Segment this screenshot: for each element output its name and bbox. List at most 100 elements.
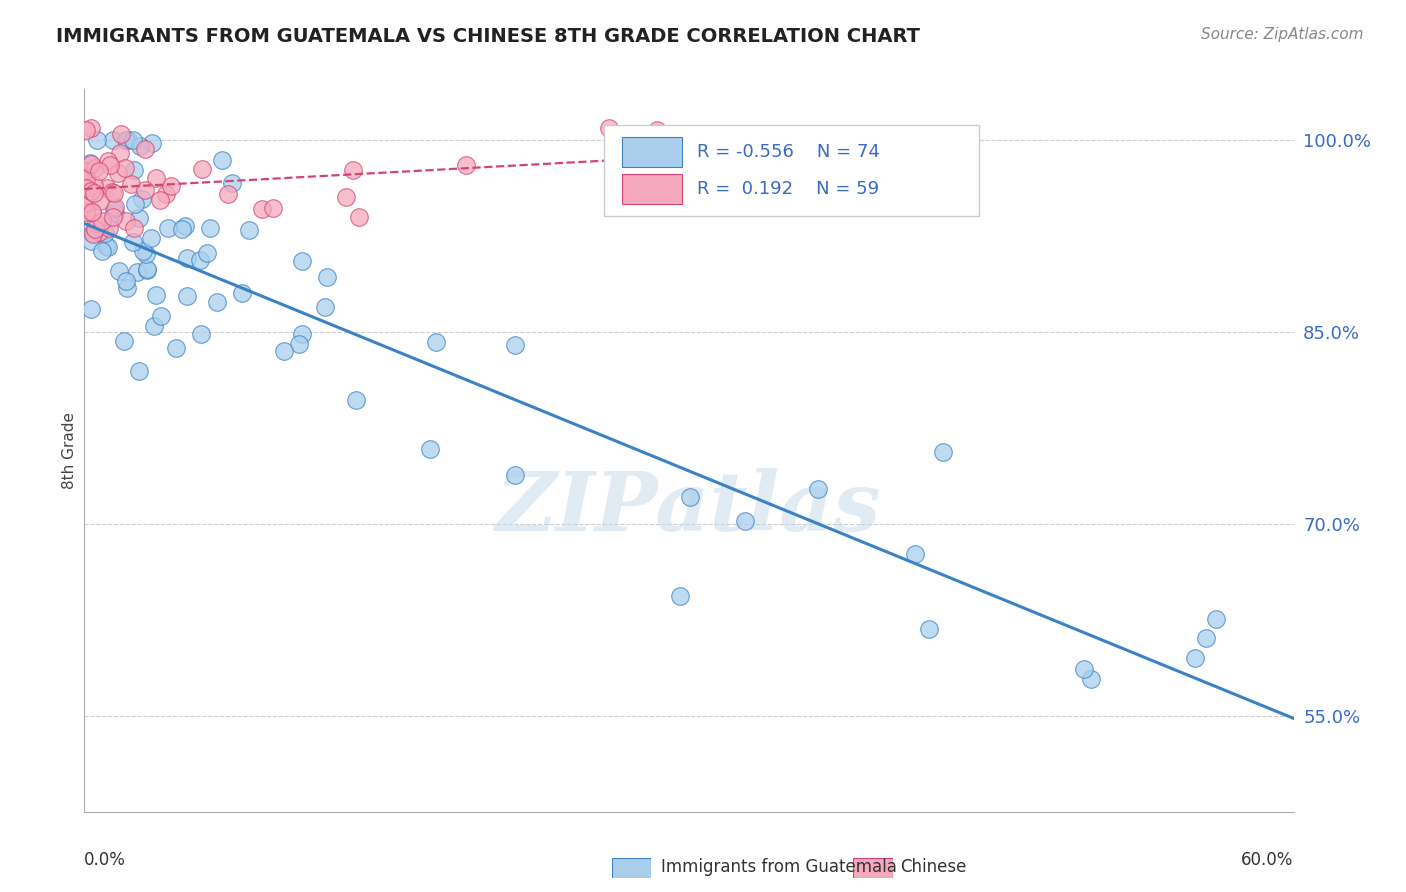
Point [125, 265, 148, 279]
Point [342, 163, 364, 178]
Point [419, 442, 441, 456]
Point [645, 123, 668, 137]
Point [84, 215, 107, 229]
Point [107, 263, 129, 277]
Point [149, 193, 172, 207]
Point [347, 210, 370, 224]
Point [94, 239, 117, 253]
Point [80, 302, 103, 317]
Point [734, 515, 756, 529]
Point [190, 326, 212, 341]
Point [314, 300, 336, 314]
Point [107, 166, 129, 180]
Point [176, 288, 198, 302]
Point [141, 136, 163, 151]
Point [344, 392, 367, 407]
Point [110, 127, 132, 141]
Point [714, 140, 737, 154]
Point [807, 483, 830, 497]
Text: R = -0.556    N = 74: R = -0.556 N = 74 [697, 144, 880, 161]
Point [231, 286, 253, 301]
Point [145, 287, 167, 301]
Point [87, 226, 110, 240]
Point [128, 211, 150, 226]
Point [75, 171, 97, 186]
Point [668, 589, 690, 603]
Point [75, 189, 97, 203]
Text: IMMIGRANTS FROM GUATEMALA VS CHINESE 8TH GRADE CORRELATION CHART: IMMIGRANTS FROM GUATEMALA VS CHINESE 8TH… [56, 27, 921, 45]
Point [787, 129, 810, 144]
Point [136, 262, 159, 277]
Point [114, 161, 136, 175]
Point [75, 122, 97, 136]
Point [86, 133, 108, 147]
Point [1205, 612, 1227, 626]
FancyBboxPatch shape [605, 126, 979, 216]
Point [132, 244, 155, 259]
Point [82, 205, 104, 219]
Point [191, 161, 214, 176]
Point [170, 222, 193, 236]
Point [221, 176, 243, 190]
Point [188, 252, 211, 267]
Point [83, 178, 105, 192]
Point [98, 220, 121, 235]
Point [903, 547, 925, 561]
Point [120, 177, 142, 191]
Point [678, 490, 700, 504]
Point [103, 186, 125, 200]
Point [425, 334, 447, 349]
Point [115, 281, 138, 295]
Point [79, 234, 101, 248]
Text: 60.0%: 60.0% [1241, 852, 1294, 870]
Point [124, 197, 146, 211]
Point [79, 156, 101, 170]
Point [195, 245, 218, 260]
Text: R =  0.192    N = 59: R = 0.192 N = 59 [697, 180, 880, 198]
Point [101, 185, 124, 199]
Point [155, 186, 177, 201]
Point [104, 205, 127, 219]
Point [80, 157, 103, 171]
Point [101, 133, 124, 147]
Point [80, 120, 103, 135]
Point [75, 180, 97, 194]
Point [84, 221, 107, 235]
Point [103, 202, 125, 216]
Point [709, 145, 731, 160]
Point [200, 221, 222, 235]
Point [211, 153, 233, 168]
Point [250, 202, 273, 217]
Point [598, 120, 620, 135]
Point [80, 227, 103, 241]
Text: Source: ZipAtlas.com: Source: ZipAtlas.com [1201, 27, 1364, 42]
Text: Chinese: Chinese [900, 858, 966, 876]
Point [145, 171, 167, 186]
Point [82, 227, 104, 242]
FancyBboxPatch shape [623, 137, 682, 167]
Text: ZIPatlas: ZIPatlas [496, 468, 882, 549]
Point [124, 220, 146, 235]
Point [129, 139, 152, 153]
Point [96, 181, 118, 195]
Point [115, 274, 138, 288]
Point [503, 338, 526, 352]
Point [273, 343, 295, 358]
Point [160, 178, 183, 193]
Point [75, 165, 97, 179]
Point [918, 622, 941, 636]
Point [176, 251, 198, 265]
Point [335, 190, 357, 204]
Point [932, 445, 955, 459]
Point [79, 184, 101, 198]
Point [75, 205, 97, 219]
Point [80, 184, 103, 198]
Point [205, 294, 228, 309]
Point [1073, 662, 1095, 676]
Point [83, 161, 105, 175]
Point [454, 158, 477, 172]
Point [97, 240, 120, 254]
Point [291, 326, 314, 341]
Point [112, 334, 135, 348]
Point [75, 164, 97, 178]
